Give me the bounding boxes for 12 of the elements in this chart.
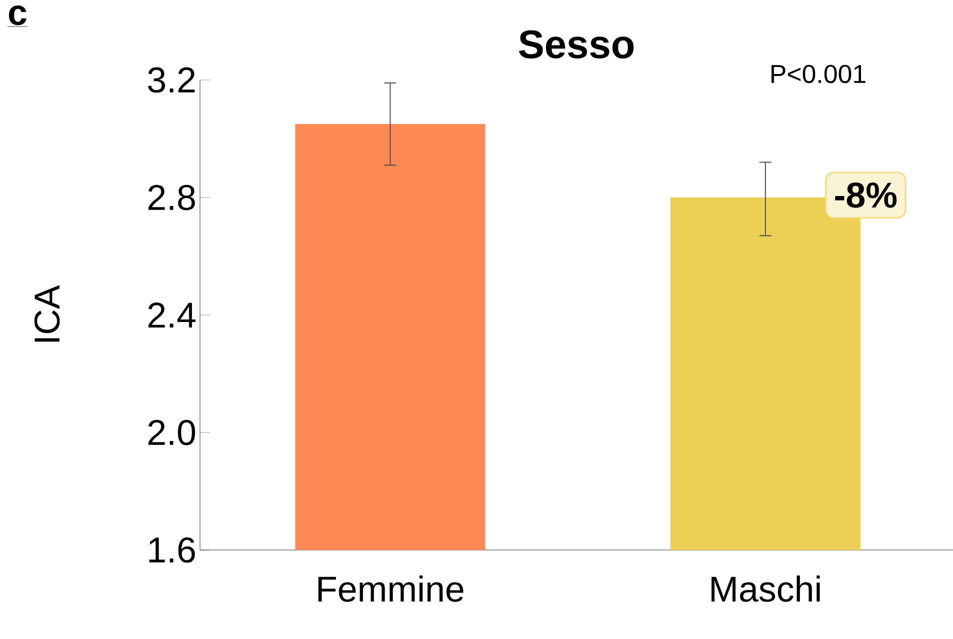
annotation: -8% bbox=[835, 182, 897, 208]
y-tick-label: 2.4 bbox=[148, 302, 196, 328]
y-tick-label: 2.8 bbox=[148, 184, 195, 210]
x-tick-label: Maschi bbox=[712, 576, 820, 602]
y-tick-label: 2.0 bbox=[148, 420, 196, 446]
annotation: P<0.001 bbox=[772, 64, 866, 84]
y-axis-title: ICA bbox=[34, 285, 60, 342]
y-tick-label: 3.2 bbox=[148, 67, 195, 93]
x-tick-label: Femmine bbox=[318, 576, 464, 602]
y-tick-label: 1.6 bbox=[149, 537, 195, 563]
text: c bbox=[8, 6, 26, 26]
chart-title: Sesso bbox=[518, 30, 634, 58]
